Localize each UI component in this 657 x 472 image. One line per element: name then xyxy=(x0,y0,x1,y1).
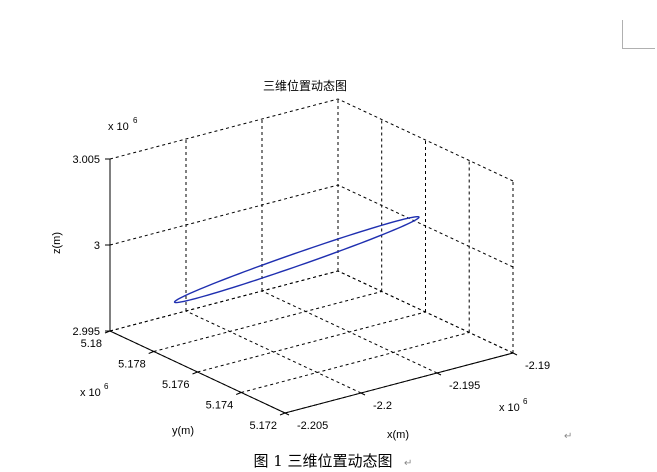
chart-title: 三维位置动态图 xyxy=(263,78,347,93)
x-tick-label: -2.195 xyxy=(449,380,480,392)
series-layer xyxy=(173,215,420,304)
y-tick-label: 5.18 xyxy=(81,338,102,350)
y-tick-label: 5.172 xyxy=(249,420,277,432)
x-tick-label: -2.19 xyxy=(525,360,550,372)
z-axis-label: z(m) xyxy=(51,232,63,254)
y-tick-label: 5.174 xyxy=(206,400,234,412)
grid-lines xyxy=(109,98,514,414)
y-tick xyxy=(192,371,198,375)
x-tick xyxy=(360,392,366,396)
axes-lines xyxy=(104,158,518,416)
y-axis-label: y(m) xyxy=(172,425,194,437)
grid-line-backwall-z xyxy=(337,184,514,268)
y-exponent-power: 6 xyxy=(104,382,109,391)
y-tick-label: 5.176 xyxy=(162,379,190,391)
paragraph-mark: ↵ xyxy=(564,431,572,442)
x-exponent-base: x 10 xyxy=(499,402,520,414)
z-exponent-base: x 10 xyxy=(108,121,129,133)
x-tick xyxy=(436,372,442,376)
x-tick xyxy=(512,352,518,356)
grid-line-backwall-z xyxy=(337,98,514,182)
page-corner-mark xyxy=(622,20,655,49)
figure-caption: 图 1 三维位置动态图 xyxy=(253,452,392,470)
caption-paragraph-mark: ↵ xyxy=(404,458,412,469)
x-axis-label: x(m) xyxy=(387,429,409,441)
z-exponent: x 10 6 xyxy=(108,116,138,133)
x-tick-label: -2.2 xyxy=(373,400,392,412)
x-axis-line xyxy=(284,352,514,414)
x-exponent-power: 6 xyxy=(523,397,528,406)
x-tick xyxy=(284,412,290,416)
tick-labels: -2.205 -2.2 -2.195 -2.19 5.172 5.174 5.176 5.17… xyxy=(72,154,550,432)
y-exponent-base: x 10 xyxy=(80,387,101,399)
y-tick xyxy=(236,392,242,395)
z-tick-label: 3 xyxy=(94,240,100,252)
grid-line-floor-y xyxy=(197,311,426,373)
x-tick-label: -2.205 xyxy=(297,420,328,432)
y-exponent: x 10 6 xyxy=(80,382,109,399)
position-trajectory-line xyxy=(173,215,420,304)
z-exponent-power: 6 xyxy=(133,116,138,125)
grid-line-floor-y xyxy=(241,332,470,393)
x-exponent: x 10 6 xyxy=(499,397,528,414)
y-tick-label: 5.178 xyxy=(118,359,146,371)
z-tick-label: 3.005 xyxy=(72,154,100,166)
y-tick xyxy=(279,412,286,416)
grid-line-sidewall-z xyxy=(109,98,339,160)
y-tick xyxy=(148,351,154,354)
z-tick-label: 2.995 xyxy=(72,326,100,338)
grid-line-sidewall-z xyxy=(109,184,339,246)
